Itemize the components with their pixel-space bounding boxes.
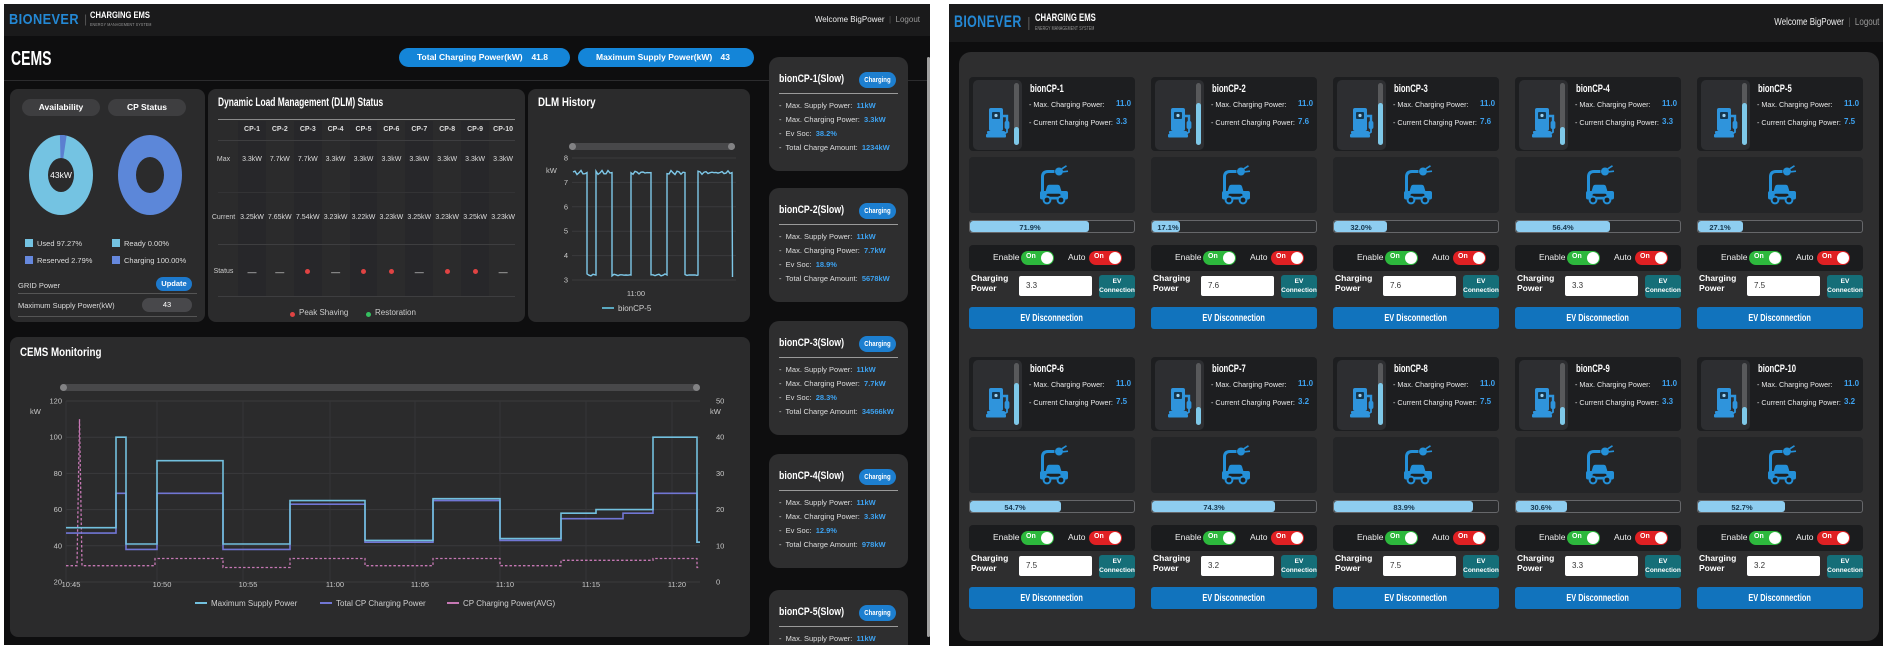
svg-text:11:00: 11:00	[326, 580, 344, 589]
svg-text:10: 10	[716, 541, 724, 550]
svg-text:3: 3	[564, 276, 568, 285]
svg-text:0: 0	[716, 578, 720, 587]
svg-text:50: 50	[716, 397, 724, 406]
svg-text:11:10: 11:10	[496, 580, 514, 589]
svg-text:11:00: 11:00	[627, 289, 645, 298]
svg-text:60: 60	[54, 505, 62, 514]
svg-text:80: 80	[54, 469, 62, 478]
svg-text:40: 40	[54, 541, 62, 550]
svg-text:120: 120	[49, 397, 62, 406]
svg-text:10:50: 10:50	[153, 580, 172, 589]
svg-text:6: 6	[564, 202, 568, 211]
svg-text:40: 40	[716, 433, 724, 442]
svg-text:kW: kW	[546, 166, 558, 175]
svg-text:4: 4	[564, 251, 568, 260]
svg-text:100: 100	[49, 433, 62, 442]
svg-text:7: 7	[564, 178, 568, 187]
svg-text:CP Charging Power(AVG): CP Charging Power(AVG)	[463, 599, 556, 608]
svg-text:5: 5	[564, 227, 568, 236]
svg-text:kW: kW	[710, 407, 722, 416]
svg-text:43kW: 43kW	[50, 170, 72, 180]
svg-text:Total CP Charging Power: Total CP Charging Power	[336, 599, 426, 608]
svg-text:10:45: 10:45	[62, 580, 81, 589]
svg-text:11:05: 11:05	[411, 580, 429, 589]
svg-text:11:15: 11:15	[582, 580, 600, 589]
svg-text:kW: kW	[30, 407, 42, 416]
svg-text:Maximum Supply Power: Maximum Supply Power	[211, 599, 298, 608]
svg-text:20: 20	[54, 578, 62, 587]
svg-text:8: 8	[564, 154, 568, 163]
svg-text:10:55: 10:55	[239, 580, 258, 589]
svg-text:20: 20	[716, 505, 724, 514]
svg-text:11:20: 11:20	[668, 580, 686, 589]
svg-text:bionCP-5: bionCP-5	[618, 304, 652, 313]
svg-text:30: 30	[716, 469, 724, 478]
